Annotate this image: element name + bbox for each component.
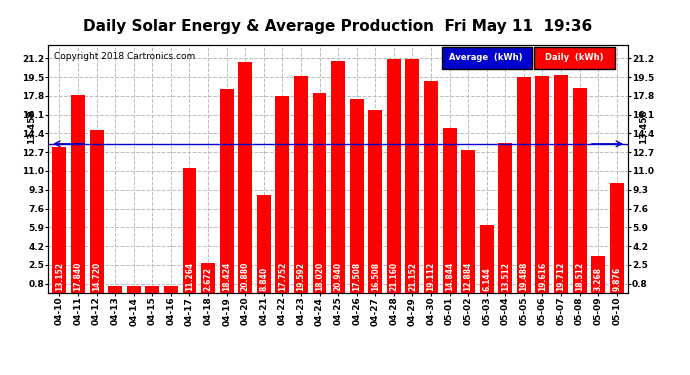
Bar <box>387 59 401 292</box>
Bar <box>294 76 308 292</box>
Bar <box>71 95 85 292</box>
Bar <box>219 89 234 292</box>
Bar <box>164 286 178 292</box>
Bar <box>442 129 457 292</box>
Bar <box>461 150 475 292</box>
Bar <box>554 75 568 292</box>
Text: 12.884: 12.884 <box>464 261 473 291</box>
Text: 14.720: 14.720 <box>92 262 101 291</box>
Text: 13.512: 13.512 <box>501 262 510 291</box>
Text: 18.020: 18.020 <box>315 262 324 291</box>
Bar <box>313 93 326 292</box>
Text: 19.616: 19.616 <box>538 262 547 291</box>
Text: 17.840: 17.840 <box>74 261 83 291</box>
Bar <box>201 263 215 292</box>
Text: 3.268: 3.268 <box>593 267 602 291</box>
Bar <box>406 59 420 292</box>
Bar <box>368 110 382 292</box>
Bar <box>573 88 586 292</box>
Text: Daily  (kWh): Daily (kWh) <box>545 53 604 62</box>
Bar <box>591 256 605 292</box>
Text: 20.940: 20.940 <box>333 262 343 291</box>
Bar <box>90 130 104 292</box>
Bar <box>127 286 141 292</box>
FancyBboxPatch shape <box>442 48 532 69</box>
Bar <box>257 195 270 292</box>
Text: 11.264: 11.264 <box>185 262 194 291</box>
Bar <box>480 225 493 292</box>
Text: 13.458: 13.458 <box>27 109 36 144</box>
Bar <box>108 286 122 292</box>
Text: 18.512: 18.512 <box>575 262 584 291</box>
Bar <box>350 99 364 292</box>
Text: 19.712: 19.712 <box>557 262 566 291</box>
Text: 13.458: 13.458 <box>639 109 648 144</box>
Text: Average  (kWh): Average (kWh) <box>449 53 522 62</box>
Text: 16.508: 16.508 <box>371 262 380 291</box>
Bar <box>424 81 438 292</box>
Bar <box>183 168 197 292</box>
Text: 14.844: 14.844 <box>445 262 454 291</box>
Text: 20.880: 20.880 <box>241 261 250 291</box>
Bar <box>275 96 289 292</box>
Bar <box>535 76 549 292</box>
Text: 9.876: 9.876 <box>612 267 621 291</box>
Bar <box>238 62 252 292</box>
Text: 21.160: 21.160 <box>389 262 398 291</box>
Bar <box>52 147 66 292</box>
Bar <box>517 77 531 292</box>
Text: 21.152: 21.152 <box>408 262 417 291</box>
Bar <box>146 286 159 292</box>
Text: 13.152: 13.152 <box>55 262 64 291</box>
Text: 8.840: 8.840 <box>259 267 268 291</box>
Text: Daily Solar Energy & Average Production  Fri May 11  19:36: Daily Solar Energy & Average Production … <box>83 19 593 34</box>
Text: 17.752: 17.752 <box>278 262 287 291</box>
Text: 6.144: 6.144 <box>482 267 491 291</box>
Bar <box>331 61 345 292</box>
Text: 19.592: 19.592 <box>297 262 306 291</box>
Text: 19.112: 19.112 <box>426 262 435 291</box>
Bar <box>610 183 624 292</box>
Text: 2.672: 2.672 <box>204 267 213 291</box>
Text: 17.508: 17.508 <box>352 262 361 291</box>
Text: Copyright 2018 Cartronics.com: Copyright 2018 Cartronics.com <box>54 53 195 62</box>
Bar <box>498 143 512 292</box>
FancyBboxPatch shape <box>534 48 615 69</box>
Text: 19.488: 19.488 <box>520 261 529 291</box>
Text: 18.424: 18.424 <box>222 262 231 291</box>
